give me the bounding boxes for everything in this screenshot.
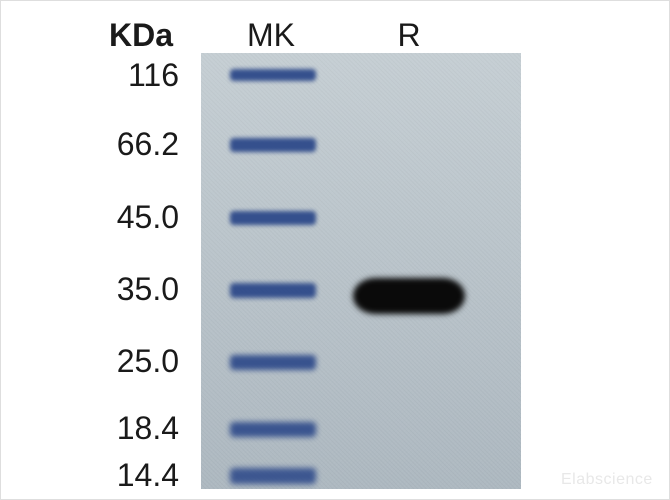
band [230,138,316,152]
band [230,422,316,437]
mw-label: 25.0 [1,343,179,380]
mw-label: 14.4 [1,457,179,494]
mw-label: 116 [1,57,179,94]
band [353,278,465,314]
band [230,468,316,484]
mw-label: 66.2 [1,126,179,163]
mw-label: 45.0 [1,199,179,236]
lane-header-r: R [369,17,449,54]
lane-mk [230,53,316,489]
lane-r [353,53,465,489]
band [230,211,316,225]
lane-header-mk: MK [231,17,311,54]
mw-label: 18.4 [1,410,179,447]
mw-label: 35.0 [1,271,179,308]
band [230,355,316,370]
band [230,283,316,298]
watermark-text: Elabscience [561,471,653,489]
yaxis-unit-label: KDa [109,17,173,54]
gel-figure: KDa MK R 116 66.2 45.0 35.0 25.0 18.4 14.4 Elab… [0,0,670,500]
gel-panel [201,53,521,489]
band [230,69,316,81]
